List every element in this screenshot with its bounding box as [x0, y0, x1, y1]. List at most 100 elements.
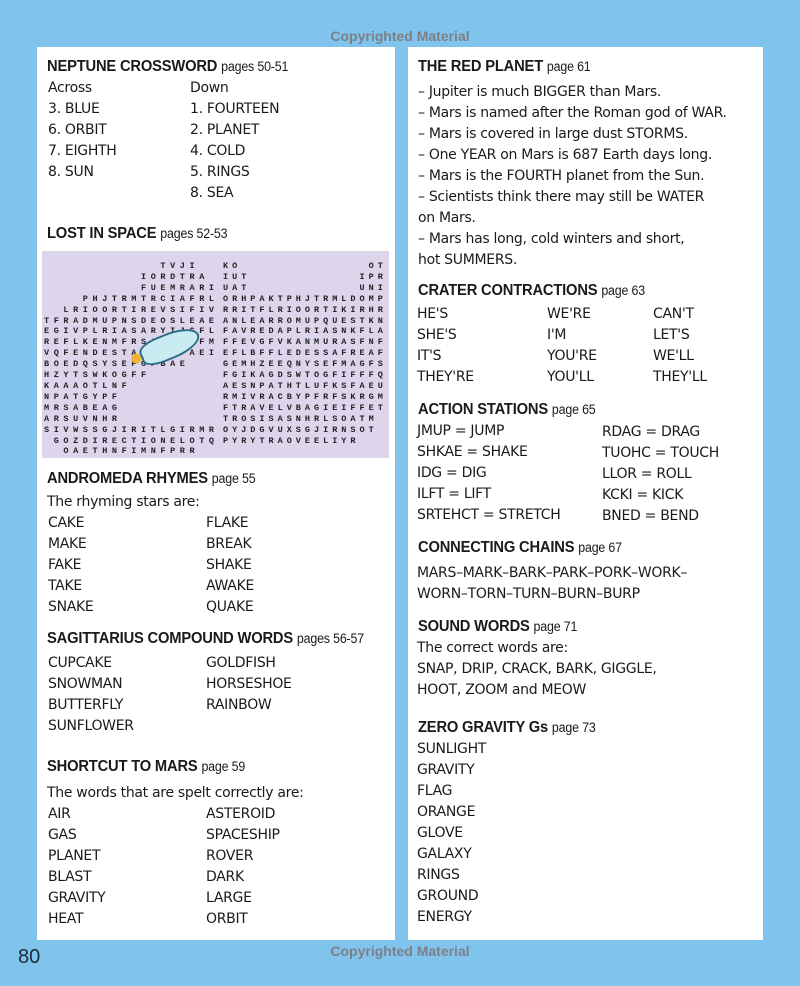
heading-title: CRATER CONTRACTIONS	[418, 282, 598, 299]
grid-row: EGIVPLRIASARYIJGFL	[44, 326, 219, 337]
grid-row: REFLKENMFRSAGNLFFM	[44, 337, 219, 348]
list-item: CAKE	[48, 515, 85, 531]
list-item: GOLDFISH	[206, 655, 276, 671]
lost-in-space-section: LOST IN SPACE pages 52-53	[47, 223, 389, 245]
red-planet-section: THE RED PLANET page 61 – Jupiter is much…	[418, 56, 757, 271]
shortcut-to-mars-section: SHORTCUT TO MARS page 59 The words that …	[47, 756, 389, 927]
list-item: PLANET	[48, 848, 101, 864]
list-item: AIR	[48, 806, 71, 822]
list-item: ORBIT	[206, 911, 248, 927]
section-heading: ZERO GRAVITY Gs page 73	[418, 717, 730, 739]
heading-pages: page 55	[211, 471, 256, 486]
grid-row: FUEMRARI	[44, 282, 219, 293]
word-search-right-letters: KO OT IUT IPR UAT UNI ORHPAKTPHJTRMLDOMP RRI…	[223, 261, 387, 446]
heading-title: CONNECTING CHAINS	[418, 539, 575, 556]
crater-contractions-section: CRATER CONTRACTIONS page 63 HE'S SHE'S IT'…	[417, 280, 757, 385]
list-item: JMUP = JUMP	[417, 423, 505, 439]
section-heading: SOUND WORDS page 71	[418, 616, 730, 638]
list-item: BNED = BEND	[602, 508, 699, 524]
list-item: MARS–MARK–BARK–PARK–PORK–WORK–	[417, 565, 688, 581]
list-item: – Mars has long, cold winters and short,	[418, 231, 685, 247]
section-heading: ACTION STATIONS page 65	[418, 399, 730, 421]
list-item: I'M	[547, 327, 567, 343]
section-heading: CONNECTING CHAINS page 67	[418, 537, 730, 559]
word-search-left-letters: TVJI IORDTRA FUEMRARI PHJTRMTRCIAFRL LRI…	[44, 261, 219, 457]
list-item: TUOHC = TOUCH	[602, 445, 719, 461]
answer-list: JMUP = JUMP SHKAE = SHAKE IDG = DIG ILFT = …	[417, 421, 561, 526]
copyright-notice-bottom: Copyrighted Material	[330, 943, 470, 959]
list-item: FLAKE	[206, 515, 249, 531]
grid-row: VQFENDESTAEMHZFAEI	[44, 348, 219, 359]
list-item: SNAKE	[48, 599, 94, 615]
heading-title: ACTION STATIONS	[418, 401, 548, 418]
list-item: 8. SEA	[190, 185, 234, 201]
intro-text: The words that are spelt correctly are:	[47, 785, 304, 801]
heading-pages: pages 52-53	[160, 226, 228, 241]
list-item: hot SUMMERS.	[418, 252, 517, 268]
list-item: 4. COLD	[190, 143, 246, 159]
left-answer-panel: NEPTUNE CROSSWORD pages 50-51 Across 3. B…	[37, 47, 395, 940]
grid-row: IUT IPR	[223, 271, 387, 282]
heading-pages: page 59	[201, 759, 246, 774]
intro-text: The rhyming stars are:	[47, 494, 200, 510]
grid-row: OYJDGVUXSGJIRNSOT	[223, 424, 387, 435]
list-item: QUAKE	[206, 599, 254, 615]
list-item: – Mars is named after the Roman god of W…	[418, 105, 727, 121]
down-label: Down	[190, 80, 229, 96]
heading-pages: page 63	[601, 283, 645, 298]
answer-list: The correct words are: SNAP, DRIP, CRACK,…	[417, 638, 757, 701]
section-heading: LOST IN SPACE pages 52-53	[47, 223, 362, 245]
grid-row: EFLBFFLEDESSAFREAF	[223, 348, 387, 359]
grid-row: BOEDQSYSEFGFBAE	[44, 359, 219, 370]
sound-words-section: SOUND WORDS page 71 The correct words ar…	[417, 616, 757, 701]
list-item: – Jupiter is much BIGGER than Mars.	[418, 84, 662, 100]
connecting-chains-section: CONNECTING CHAINS page 67 MARS–MARK–BARK…	[417, 537, 757, 605]
answer-list: – Jupiter is much BIGGER than Mars. – Mar…	[418, 82, 757, 271]
word-search-grid: TVJI IORDTRA FUEMRARI PHJTRMTRCIAFRL LRI…	[42, 251, 389, 458]
list-item: 2. PLANET	[190, 122, 260, 138]
section-heading: CRATER CONTRACTIONS page 63	[418, 280, 730, 302]
list-item: GALAXY	[417, 846, 472, 862]
section-heading: SAGITTARIUS COMPOUND WORDS pages 56-57	[47, 628, 364, 650]
list-item: – One YEAR on Mars is 687 Earth days lon…	[418, 147, 712, 163]
list-item: ENERGY	[417, 909, 472, 925]
grid-row: FAVREDAPLRIASNKFLA	[223, 326, 387, 337]
grid-row: ANLEARROMUPQUESTKN	[223, 315, 387, 326]
list-item: FAKE	[48, 557, 82, 573]
heading-title: ANDROMEDA RHYMES	[47, 470, 208, 487]
grid-row: UAT UNI	[223, 282, 387, 293]
answer-list: MARS–MARK–BARK–PARK–PORK–WORK– WORN–TORN–…	[417, 563, 757, 605]
heading-pages: page 73	[551, 720, 596, 735]
list-item: WORN–TORN–TURN–BURN–BURP	[417, 586, 640, 602]
grid-row: IORDTRA	[44, 271, 219, 282]
sagittarius-section: SAGITTARIUS COMPOUND WORDS pages 56-57 C…	[47, 628, 389, 734]
answer-list: 3. BLUE 6. ORBIT 7. EIGHTH 8. SUN	[48, 99, 117, 183]
heading-pages: pages 50-51	[221, 59, 289, 74]
grid-row: SIVWSSGJIRITLGIRMR	[44, 424, 219, 435]
list-item: GRAVITY	[48, 890, 106, 906]
list-item: SRTEHCT = STRETCH	[417, 507, 561, 523]
grid-row: RMIVRACBYPFRFSKRGM	[223, 391, 387, 402]
down-column: Down 1. FOURTEEN 2. PLANET 4. COLD 5. RINGS 8…	[190, 78, 280, 204]
heading-title: THE RED PLANET	[418, 58, 544, 75]
answer-list: CUPCAKE SNOWMAN BUTTERFLY SUNFLOWER	[48, 653, 134, 737]
heading-title: ZERO GRAVITY Gs	[418, 719, 549, 736]
zero-gravity-section: ZERO GRAVITY Gs page 73 SUNLIGHT GRAVITY F…	[417, 717, 757, 928]
heading-pages: page 67	[578, 540, 622, 555]
grid-row: GEMHZEEQNYSEFMAGFS	[223, 359, 387, 370]
list-item: TAKE	[48, 578, 82, 594]
list-item: 1. FOURTEEN	[190, 101, 280, 117]
list-item: SUNFLOWER	[48, 718, 134, 734]
andromeda-rhymes-section: ANDROMEDA RHYMES page 55 The rhyming sta…	[47, 468, 389, 615]
answer-list: HE'S SHE'S IT'S THEY'RE	[417, 304, 474, 388]
neptune-crossword-section: NEPTUNE CROSSWORD pages 50-51 Across 3. B…	[47, 56, 389, 201]
grid-row: TFRADMUPNSDEOSLEAE	[44, 315, 219, 326]
list-item: ASTEROID	[206, 806, 276, 822]
list-item: LET'S	[653, 327, 690, 343]
grid-row: GOZDIRECTIONELOTQ	[44, 435, 219, 446]
grid-row: AESNPATHTLUFKSFAEU	[223, 380, 387, 391]
grid-row: PHJTRMTRCIAFRL	[44, 293, 219, 304]
heading-title: SHORTCUT TO MARS	[47, 758, 198, 775]
list-item: ORANGE	[417, 804, 476, 820]
answer-list: SUNLIGHT GRAVITY FLAG ORANGE GLOVE GALAXY RING…	[417, 739, 757, 928]
